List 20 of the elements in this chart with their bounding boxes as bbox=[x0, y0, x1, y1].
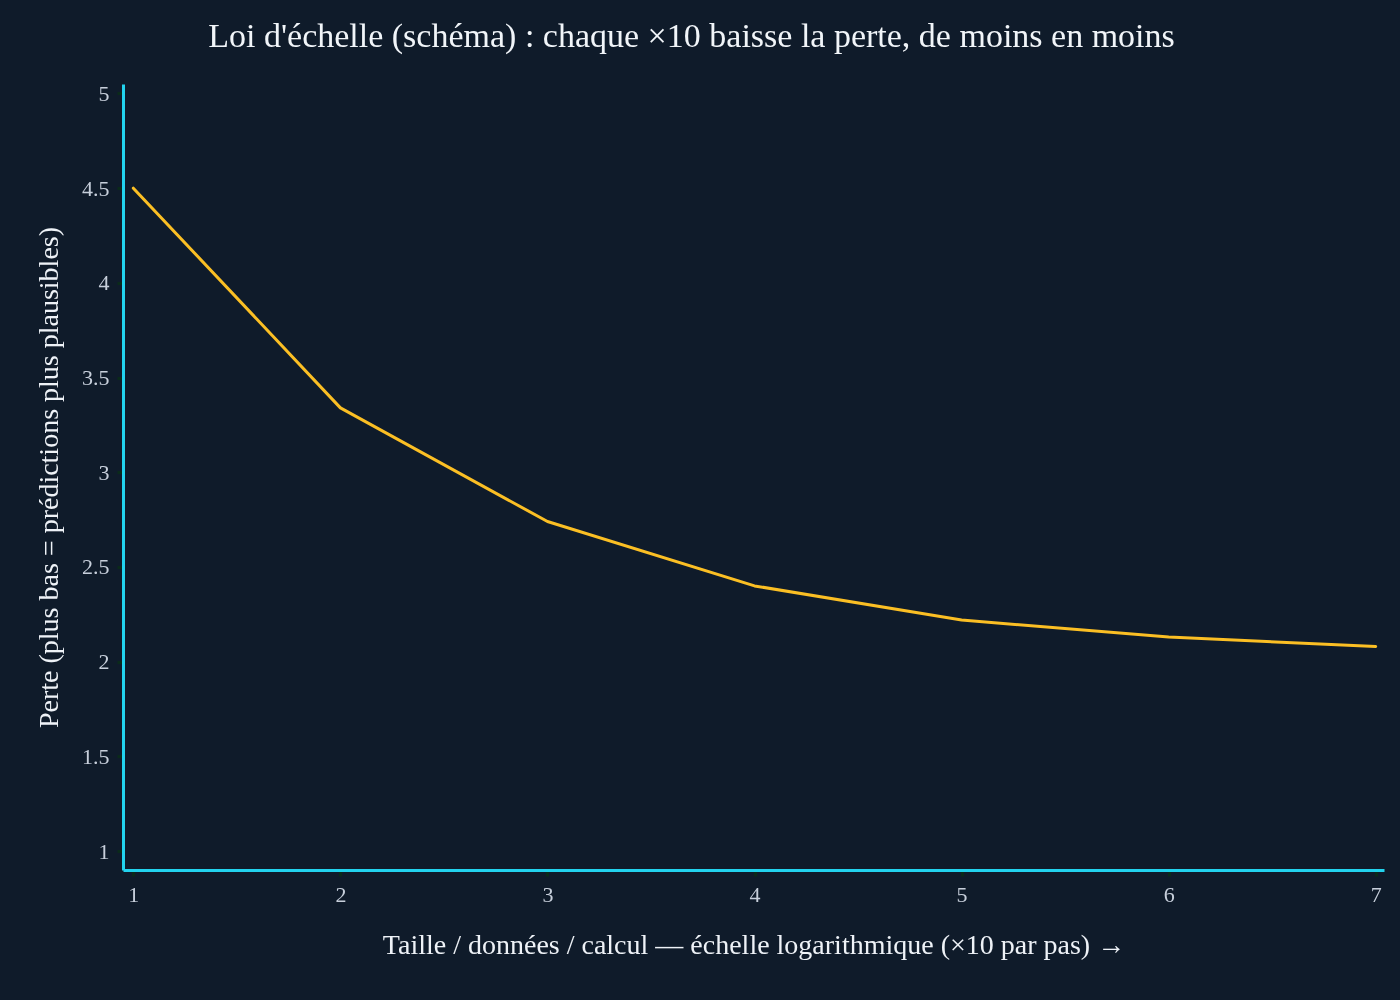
y-tick-label: 5 bbox=[98, 80, 110, 106]
y-tick-label: 3 bbox=[98, 459, 110, 485]
x-tick-label: 2 bbox=[335, 881, 347, 907]
chart-title: Loi d'échelle (schéma) : chaque ×10 baisse la perte, de moins en moins bbox=[208, 17, 1175, 56]
y-axis-title: Perte (plus bas = prédictions plus plausibles) bbox=[33, 226, 64, 729]
x-axis-title: Taille / données / calcul — échelle logarithmique (×10 par pas) → bbox=[382, 928, 1126, 960]
y-tick-label: 4 bbox=[98, 270, 110, 296]
x-tick-label: 3 bbox=[542, 881, 554, 907]
y-tick-label: 2.5 bbox=[82, 554, 110, 580]
y-tick-label: 1.5 bbox=[82, 743, 110, 769]
x-tick-label: 4 bbox=[749, 881, 761, 907]
x-tick-label: 6 bbox=[1163, 881, 1175, 907]
y-tick-label: 2 bbox=[98, 649, 110, 675]
x-tick-label: 5 bbox=[956, 881, 968, 907]
x-tick-label: 1 bbox=[128, 881, 140, 907]
y-tick-label: 3.5 bbox=[82, 365, 110, 391]
y-tick-label: 1 bbox=[98, 838, 110, 864]
y-tick-label: 4.5 bbox=[82, 175, 110, 201]
line-series bbox=[131, 186, 1378, 649]
x-tick-label: 7 bbox=[1370, 881, 1382, 907]
